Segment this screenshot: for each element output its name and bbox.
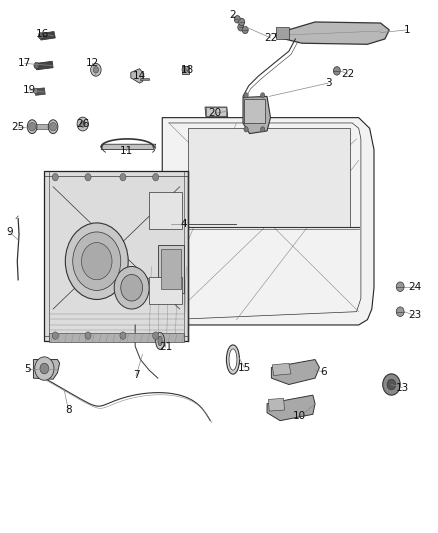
Polygon shape <box>32 124 53 130</box>
Polygon shape <box>182 66 189 74</box>
Polygon shape <box>49 333 184 342</box>
Text: 10: 10 <box>293 411 306 422</box>
Text: 1: 1 <box>403 25 410 35</box>
Polygon shape <box>33 360 60 379</box>
Text: 24: 24 <box>408 282 421 292</box>
Polygon shape <box>131 69 144 83</box>
Circle shape <box>77 117 88 131</box>
Text: 4: 4 <box>181 219 187 229</box>
Circle shape <box>182 67 186 72</box>
Text: 5: 5 <box>25 364 31 374</box>
Circle shape <box>242 26 248 34</box>
Ellipse shape <box>155 333 164 350</box>
Text: 26: 26 <box>76 119 89 129</box>
Ellipse shape <box>48 120 58 134</box>
Circle shape <box>244 127 248 132</box>
Text: 2: 2 <box>229 10 235 20</box>
Circle shape <box>65 223 128 300</box>
Text: 14: 14 <box>133 71 146 81</box>
Circle shape <box>91 63 101 76</box>
Circle shape <box>383 374 400 395</box>
Text: 22: 22 <box>264 33 277 43</box>
Polygon shape <box>161 249 180 289</box>
Circle shape <box>34 62 39 69</box>
Polygon shape <box>140 78 149 80</box>
Circle shape <box>33 88 38 94</box>
Text: 20: 20 <box>208 108 221 118</box>
Circle shape <box>244 93 248 98</box>
Circle shape <box>239 18 245 26</box>
Circle shape <box>333 67 340 75</box>
Polygon shape <box>205 107 228 117</box>
Polygon shape <box>35 61 53 70</box>
Text: 9: 9 <box>6 227 13 237</box>
Text: 6: 6 <box>321 367 327 377</box>
Polygon shape <box>276 22 389 44</box>
Circle shape <box>38 33 43 39</box>
Polygon shape <box>149 277 182 304</box>
Text: 3: 3 <box>325 78 332 88</box>
Ellipse shape <box>229 349 237 370</box>
Circle shape <box>49 123 57 131</box>
Text: 16: 16 <box>35 29 49 39</box>
Circle shape <box>35 357 54 380</box>
Circle shape <box>81 243 112 280</box>
Polygon shape <box>244 99 265 123</box>
Circle shape <box>114 266 149 309</box>
Circle shape <box>261 93 265 98</box>
Polygon shape <box>206 107 226 116</box>
Circle shape <box>80 121 85 127</box>
Polygon shape <box>149 192 182 229</box>
Text: 13: 13 <box>396 383 409 393</box>
Text: 7: 7 <box>133 370 139 381</box>
Circle shape <box>120 173 126 181</box>
Text: 21: 21 <box>159 342 173 352</box>
Text: 18: 18 <box>181 65 194 75</box>
Ellipse shape <box>27 120 37 134</box>
Text: 19: 19 <box>22 85 36 95</box>
Polygon shape <box>272 364 291 375</box>
Circle shape <box>396 307 404 317</box>
Text: 15: 15 <box>238 362 251 373</box>
Circle shape <box>387 379 396 390</box>
Circle shape <box>40 364 49 374</box>
Polygon shape <box>268 398 285 411</box>
Text: 23: 23 <box>408 310 421 320</box>
Circle shape <box>85 173 91 181</box>
Circle shape <box>396 282 404 292</box>
Polygon shape <box>158 245 184 293</box>
Circle shape <box>120 332 126 340</box>
Polygon shape <box>40 31 55 40</box>
Polygon shape <box>35 88 45 95</box>
Polygon shape <box>243 96 271 134</box>
Polygon shape <box>188 128 350 227</box>
Text: 22: 22 <box>341 69 354 79</box>
Polygon shape <box>162 118 374 325</box>
Polygon shape <box>272 360 319 384</box>
Circle shape <box>93 67 99 73</box>
Circle shape <box>28 123 35 131</box>
Circle shape <box>234 15 240 23</box>
Circle shape <box>73 232 121 290</box>
Polygon shape <box>44 171 188 341</box>
Ellipse shape <box>158 336 162 346</box>
Ellipse shape <box>226 345 240 374</box>
Text: 8: 8 <box>65 405 72 415</box>
Circle shape <box>52 173 58 181</box>
Circle shape <box>238 23 244 31</box>
Text: 12: 12 <box>86 59 99 68</box>
Text: 25: 25 <box>11 122 25 132</box>
Polygon shape <box>267 395 315 421</box>
Circle shape <box>261 127 265 132</box>
Text: 11: 11 <box>120 146 133 156</box>
Circle shape <box>121 274 143 301</box>
Text: 17: 17 <box>18 59 32 68</box>
Circle shape <box>152 173 159 181</box>
Circle shape <box>52 332 58 340</box>
Circle shape <box>152 332 159 340</box>
Circle shape <box>85 332 91 340</box>
Polygon shape <box>276 27 289 39</box>
Polygon shape <box>101 144 155 150</box>
